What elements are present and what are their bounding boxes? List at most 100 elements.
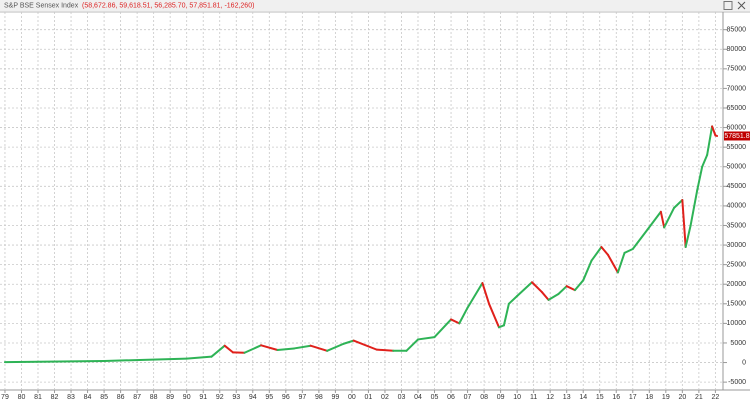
y-tick-label: 50000 [727,164,747,171]
price-segment [663,206,676,229]
price-segment [210,344,226,358]
price-segment [185,355,213,360]
price-segment [582,259,593,282]
price-segment [405,338,419,352]
y-tick-label: 55000 [727,144,747,151]
x-tick-label: 98 [315,394,323,401]
price-segment [540,291,550,301]
y-tick-label: 15000 [727,301,747,308]
y-tick-label: 85000 [727,27,747,34]
x-tick-label: 89 [166,394,174,401]
price-segment [309,344,329,352]
x-tick-label: 91 [199,394,207,401]
price-segment [706,125,714,156]
x-tick-label: 87 [133,394,141,401]
price-segment [417,336,436,341]
x-tick-label: 80 [18,394,26,401]
y-tick-label: 80000 [727,46,747,53]
price-segment [488,302,500,329]
price-segment [590,246,603,262]
price-segment [326,342,345,352]
x-tick-label: 99 [331,394,339,401]
price-segment [547,293,560,301]
price-segment [646,210,662,231]
y-tick-label: 5000 [730,340,746,347]
x-tick-label: 94 [249,394,257,401]
x-tick-label: 10 [513,394,521,401]
x-tick-label: 12 [546,394,554,401]
x-tick-label: 81 [34,394,42,401]
price-segment [223,344,234,354]
x-tick-label: 04 [414,394,422,401]
chart-title: S&P BSE Sensex Index [4,2,79,9]
x-tick-label: 96 [282,394,290,401]
price-segment [711,125,717,137]
x-tick-label: 06 [447,394,455,401]
price-segment [616,251,626,274]
x-tick-label: 08 [480,394,488,401]
price-segment [466,282,484,309]
price-segment [684,224,692,249]
price-segment [681,199,687,249]
x-tick-label: 22 [711,394,719,401]
price-segment [502,302,510,327]
x-tick-label: 00 [348,394,356,401]
price-segment [243,344,263,354]
y-tick-label: 40000 [727,203,747,210]
price-segment [450,318,461,325]
close-button[interactable] [737,1,746,10]
x-tick-label: 07 [464,394,472,401]
x-tick-label: 09 [497,394,505,401]
x-tick-label: 90 [183,394,191,401]
y-tick-label: 25000 [727,261,747,268]
x-tick-label: 02 [381,394,389,401]
y-tick-label: -5000 [728,379,746,386]
price-segment [516,281,533,297]
title-bar [0,0,750,11]
price-segment [607,253,619,274]
x-tick-label: 97 [298,394,306,401]
price-segment [689,189,699,227]
price-segment [507,294,519,305]
x-tick-label: 05 [431,394,439,401]
price-segment [573,279,585,292]
price-segment [352,339,378,351]
x-tick-label: 86 [117,394,125,401]
x-tick-label: 19 [662,394,670,401]
price-segment [342,339,355,345]
price-segment [375,348,395,352]
price-segment [103,357,188,362]
y-tick-label: 70000 [727,85,747,92]
maximize-button[interactable] [723,1,733,10]
x-tick-label: 16 [612,394,620,401]
price-segment [276,347,296,352]
x-tick-label: 15 [596,394,604,401]
y-tick-label: 60000 [727,124,747,131]
price-segment [631,228,649,250]
last-price-box [724,131,750,141]
x-tick-label: 18 [645,394,653,401]
price-segment [659,210,666,229]
x-tick-label: 88 [150,394,158,401]
price-segment [481,282,491,305]
x-tick-label: 92 [216,394,224,401]
price-segment [714,134,719,137]
x-tick-label: 13 [563,394,571,401]
price-segment [433,318,453,339]
price-segment [600,246,609,256]
price-segment [623,247,634,254]
y-tick-label: 45000 [727,183,747,190]
x-tick-label: 85 [100,394,108,401]
x-tick-label: 03 [398,394,406,401]
x-tick-label: 14 [579,394,587,401]
price-segment [293,344,312,350]
x-tick-label: 93 [232,394,240,401]
last-price-label: 57851.8 [724,133,749,140]
price-segment [673,199,684,209]
price-segment [565,285,576,292]
x-tick-label: 95 [265,394,273,401]
y-tick-label: 0 [742,359,746,366]
price-segment [531,281,543,294]
